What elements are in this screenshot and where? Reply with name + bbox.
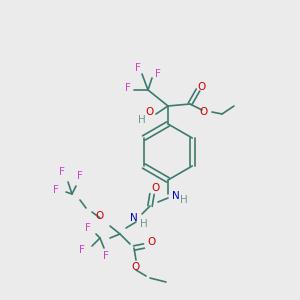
- Text: H: H: [138, 115, 146, 125]
- Text: F: F: [53, 185, 59, 195]
- Text: O: O: [200, 107, 208, 117]
- Text: F: F: [85, 223, 91, 233]
- Text: F: F: [59, 167, 65, 177]
- Text: O: O: [146, 107, 154, 117]
- Text: F: F: [155, 69, 161, 79]
- Text: F: F: [135, 63, 141, 73]
- Text: F: F: [103, 251, 109, 261]
- Text: O: O: [198, 82, 206, 92]
- Text: O: O: [152, 183, 160, 193]
- Text: H: H: [180, 195, 188, 205]
- Text: N: N: [172, 191, 180, 201]
- Text: O: O: [148, 237, 156, 247]
- Text: O: O: [132, 262, 140, 272]
- Text: N: N: [130, 213, 138, 223]
- Text: O: O: [96, 211, 104, 221]
- Text: F: F: [79, 245, 85, 255]
- Text: H: H: [140, 219, 148, 229]
- Text: F: F: [77, 171, 83, 181]
- Text: F: F: [125, 83, 131, 93]
